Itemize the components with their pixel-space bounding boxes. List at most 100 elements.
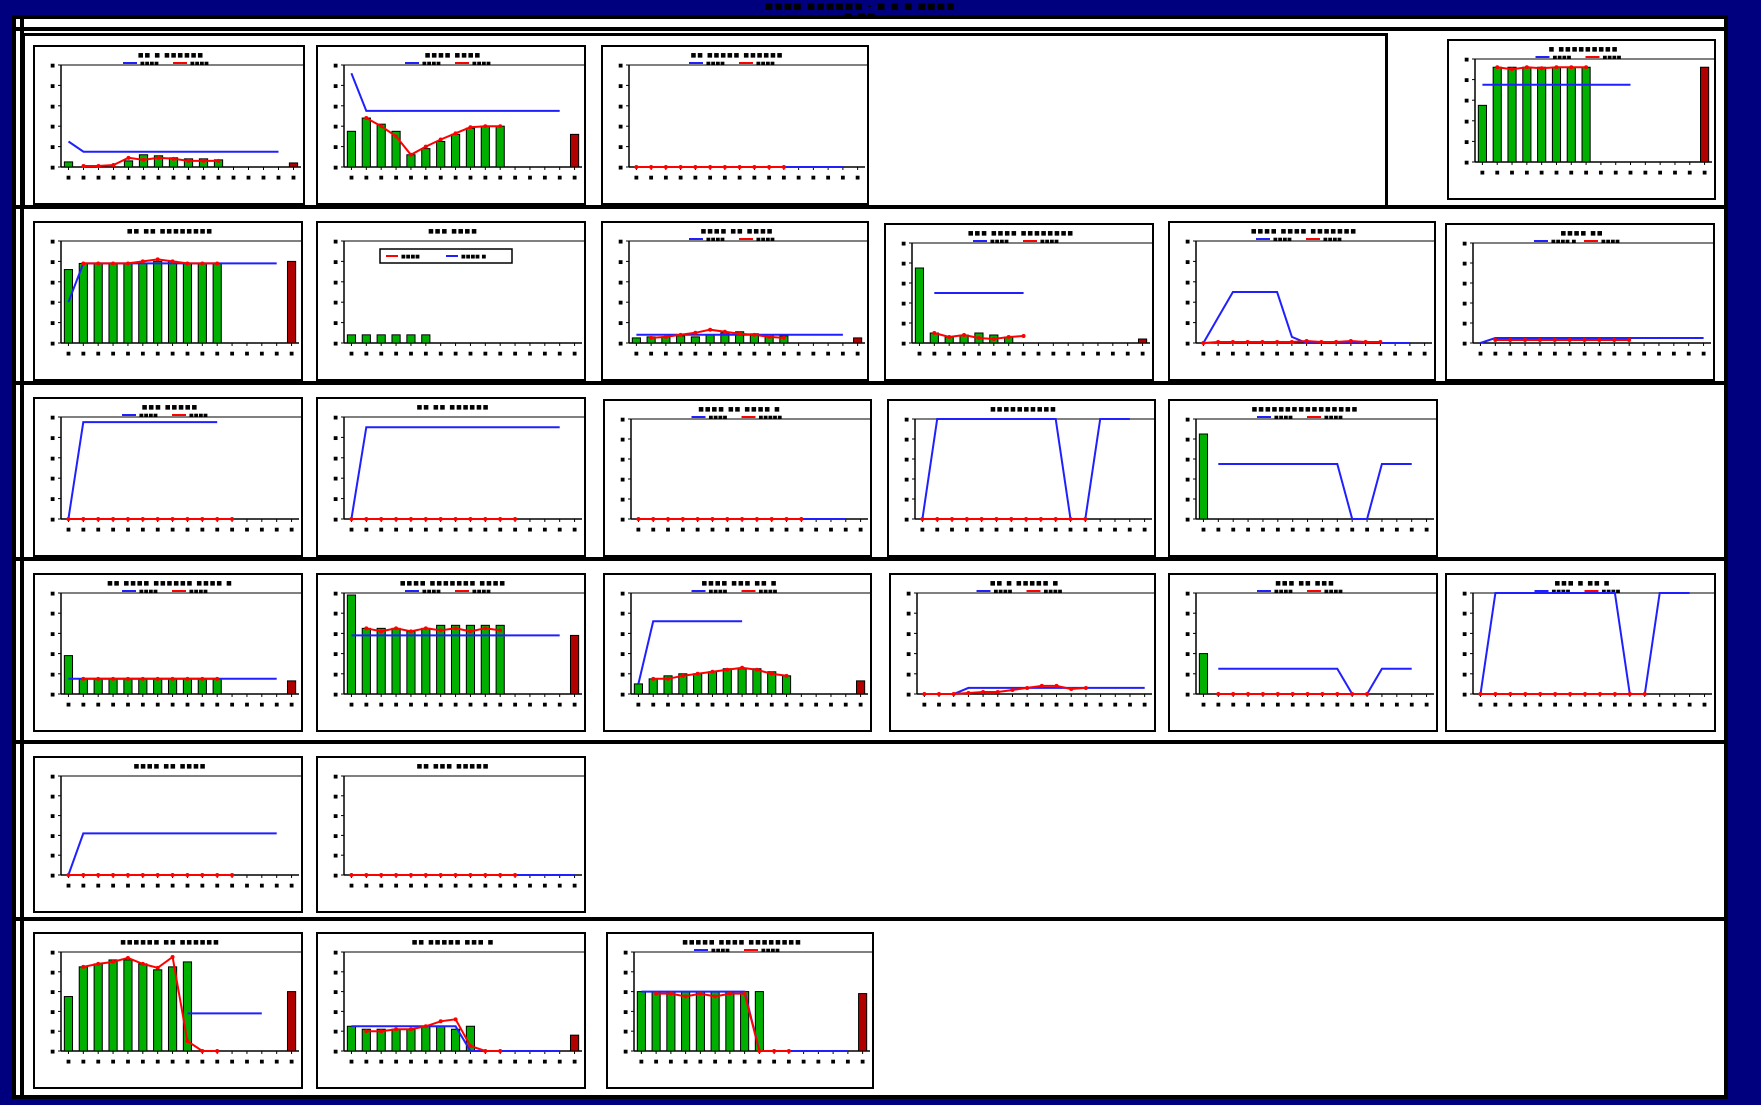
chart-panel: ■■■■ ■■ ■■■■ ■■■■ ■■■■ ■ ■ ■ ■ ■ ■ ■ ■ ■ ■ ■ ■ ■ ■ ■ ■ ■ ■ ■ ■… [601,221,869,381]
legend-actual-label: ■■■■ [756,237,775,243]
y-tick-label: ■ [333,950,338,956]
actual-point [170,517,175,521]
actual-point [651,676,656,681]
x-tick-label: ■ [937,702,942,708]
bar [197,262,207,344]
y-tick-label: ■ [904,517,909,523]
actual-point [111,261,116,266]
y-tick-label: ■ [333,83,338,89]
chart-svg: ■■ ■ ■■■■■ ■■■■■ ■■■■■■■■■■■ ■ ■ ■ ■ ■ ■ ■ ■ ■ ■ ■ ■ ■… [906,580,1156,708]
chart-svg: ■■■ ■■■■■■■■■ ■■■■■■■■■■■ ■ ■ ■ ■ ■ ■ ■ ■ ■ ■ ■ ■ ■ ■ ■ [50,404,303,533]
actual-point [364,873,369,877]
y-tick-label: ■ [901,301,906,307]
chart-svg: ■■ ■■■■■ ■■■ ■ ■ ■ ■ ■ ■ ■ ■ ■ ■ ■ ■ ■ ■ ■ ■ ■ ■ ■ ■ ■ ■ ■ [333,939,586,1065]
target-line [1479,592,1690,695]
x-tick-label: ■ [409,175,414,181]
actual-point [1495,65,1500,70]
x-tick-label: ■ [170,1059,175,1065]
y-tick-label: ■ [50,415,55,421]
x-tick-label: ■ [693,175,698,181]
x-tick-label: ■ [1539,170,1544,176]
x-tick-label: ■ [651,702,656,708]
x-tick-label: ■ [917,351,922,357]
x-tick-label: ■ [1054,702,1059,708]
actual-point [1216,339,1221,344]
actual-point [156,155,161,160]
x-tick-label: ■ [483,175,488,181]
y-tick-label: ■ [1464,139,1469,145]
bar [737,668,747,695]
x-tick-label: ■ [1409,527,1414,533]
actual-point [1039,683,1044,688]
x-tick-label: ■ [572,702,577,708]
chart-svg: ■■■ ■■■■ ■■■■■■■■■■■■ ■■■■■■■■■■■ ■ ■ ■ ■ ■ ■ ■ ■… [901,230,1154,357]
x-tick-label: ■ [438,527,443,533]
x-tick-label: ■ [423,175,428,181]
x-tick-label: ■ [1098,702,1103,708]
x-tick-label: ■ [1231,351,1236,357]
actual-point [1567,338,1572,342]
y-tick-label: ■ [1462,652,1467,658]
chart-title: ■■■■ ■■ ■■■■ [134,763,207,770]
actual-point [742,991,747,996]
chart-panel: ■■■ ■■■■■ ■■■■ ■■■■ ■ ■ ■ ■ ■ ■ ■ ■ ■ ■ ■ ■ ■ ■ ■ ■ ■ ■ ■ ■ ■ ■ [33,397,303,557]
bar [421,148,431,168]
x-tick-label: ■ [513,175,518,181]
actual-point [185,873,190,877]
x-tick-label: ■ [394,702,399,708]
chart-svg: ■■■■■■■■■■■■■■■■■ ■ ■ ■ ■ ■ ■ ■ ■ ■ ■ ■ ■ ■ ■ ■ [904,406,1156,533]
chart-title: ■■ ■ ■■■■■■ [138,52,204,59]
chart-panel: ■■■ ■■■■ ■■■■■■■■ ■■■■ ■■■■ ■ ■ ■ ■ ■ ■ ■ ■ ■ ■ ■ ■ ■ ■ ■… [884,223,1154,381]
actual-point [513,873,518,877]
x-tick-label: ■ [483,1059,488,1065]
legend-target-label: ■■■■ [1274,589,1293,595]
actual-point [140,873,145,877]
bar [1477,104,1487,163]
x-tick-label: ■ [1275,527,1280,533]
legend-actual-label: ■■■■ [1323,237,1342,243]
y-tick-label: ■ [333,672,338,678]
bar [651,991,661,1052]
actual-point [111,162,116,167]
actual-point [66,873,71,877]
x-tick-label: ■ [1260,351,1265,357]
x-tick-label: ■ [634,175,639,181]
x-tick-label: ■ [1553,702,1558,708]
bar [376,334,386,344]
x-tick-label: ■ [1628,170,1633,176]
y-tick-label: ■ [50,873,55,879]
x-tick-label: ■ [1084,702,1089,708]
chart-panel: ■■■■ ■■ ■■■■ ■ ■■■■ ■■■■■ ■ ■ ■ ■ ■ ■ ■ ■ ■ ■ ■ ■ ■ ■ ■ ■ ■… [603,399,872,557]
actual-point [649,335,654,340]
x-tick-label: ■ [155,351,160,357]
x-tick-label: ■ [81,527,86,533]
x-tick-label: ■ [947,351,952,357]
actual-point [379,124,384,129]
y-tick-label: ■ [50,1049,55,1055]
x-tick-label: ■ [1036,351,1041,357]
x-tick-label: ■ [468,175,473,181]
x-tick-label: ■ [740,527,745,533]
bar [391,1028,401,1052]
x-tick-label: ■ [1394,702,1399,708]
actual-point [1021,334,1026,338]
y-tick-label: ■ [333,280,338,286]
bar [361,117,371,168]
bar [212,262,222,344]
y-tick-label: ■ [1462,321,1467,327]
x-tick-label: ■ [572,527,577,533]
actual-point [349,517,354,521]
y-tick-label: ■ [1464,98,1469,104]
y-tick-label: ■ [1185,259,1190,265]
legend-target-label: ■■■■ [709,589,728,595]
actual-point [96,676,101,681]
x-tick-label: ■ [654,1059,659,1065]
y-tick-label: ■ [50,853,55,859]
actual-point [200,517,205,521]
x-tick-label: ■ [1567,351,1572,357]
x-tick-label: ■ [1408,351,1413,357]
actual-point [364,626,369,631]
actual-point [140,961,145,966]
actual-point [1320,692,1325,696]
actual-point [200,676,205,681]
